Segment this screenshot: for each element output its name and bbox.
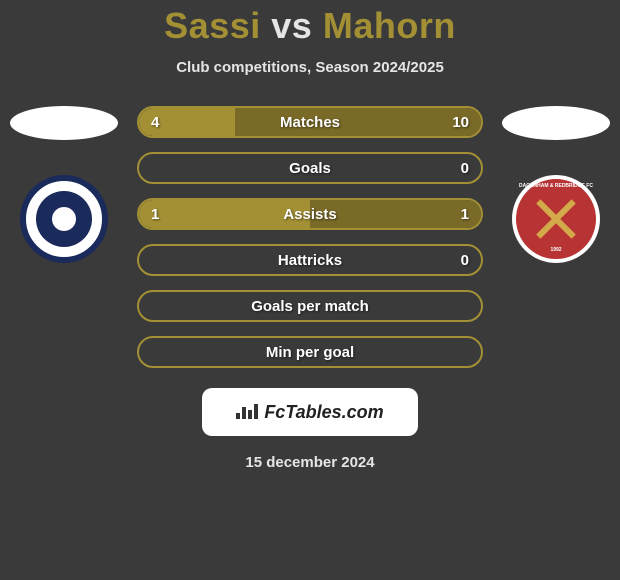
date: 15 december 2024 [245, 454, 374, 471]
stat-label: Goals per match [251, 298, 369, 315]
stat-right-value: 1 [461, 206, 469, 223]
left-column [9, 106, 119, 263]
stat-bar: Hattricks 0 [137, 244, 483, 276]
player-right-photo-placeholder [502, 106, 610, 140]
stat-right-value: 10 [452, 114, 469, 131]
player-left-photo-placeholder [10, 106, 118, 140]
stat-bar: 1 Assists 1 [137, 198, 483, 230]
stat-bar: Min per goal [137, 336, 483, 368]
stat-label: Goals [289, 160, 331, 177]
club-badge-left[interactable] [20, 175, 108, 263]
stat-left-value: 1 [151, 206, 159, 223]
logo-text: FcTables.com [264, 402, 383, 423]
main-row: 4Matches10Goals01Assists1Hattricks0Goals… [0, 106, 620, 368]
stat-label: Matches [280, 114, 340, 131]
stat-left-value: 4 [151, 114, 159, 131]
stat-label: Min per goal [266, 344, 354, 361]
stat-bar: Goals per match [137, 290, 483, 322]
club-badge-left-inner [36, 191, 92, 247]
chart-icon [236, 401, 258, 424]
comparison-title: Sassi vs Mahorn [164, 5, 456, 47]
stat-right-value: 0 [461, 252, 469, 269]
badge-cross-icon [526, 189, 586, 249]
stat-bar: Goals 0 [137, 152, 483, 184]
subtitle: Club competitions, Season 2024/2025 [176, 59, 444, 76]
comparison-card: Sassi vs Mahorn Club competitions, Seaso… [0, 0, 620, 471]
fctables-logo[interactable]: FcTables.com [202, 388, 418, 436]
player-left-name: Sassi [164, 5, 261, 46]
stat-label: Assists [283, 206, 336, 223]
player-right-name: Mahorn [323, 5, 456, 46]
right-column: DAGENHAM & REDBRIDGE FC 1992 [501, 106, 611, 263]
stat-bar: 4 Matches 10 [137, 106, 483, 138]
badge-ball-icon [52, 207, 76, 231]
club-badge-right[interactable]: DAGENHAM & REDBRIDGE FC 1992 [512, 175, 600, 263]
stat-label: Hattricks [278, 252, 342, 269]
vs-text: vs [271, 5, 312, 46]
badge-right-year: 1992 [516, 247, 596, 253]
stats-column: 4Matches10Goals01Assists1Hattricks0Goals… [137, 106, 483, 368]
stat-fill-right [235, 108, 481, 136]
stat-right-value: 0 [461, 160, 469, 177]
